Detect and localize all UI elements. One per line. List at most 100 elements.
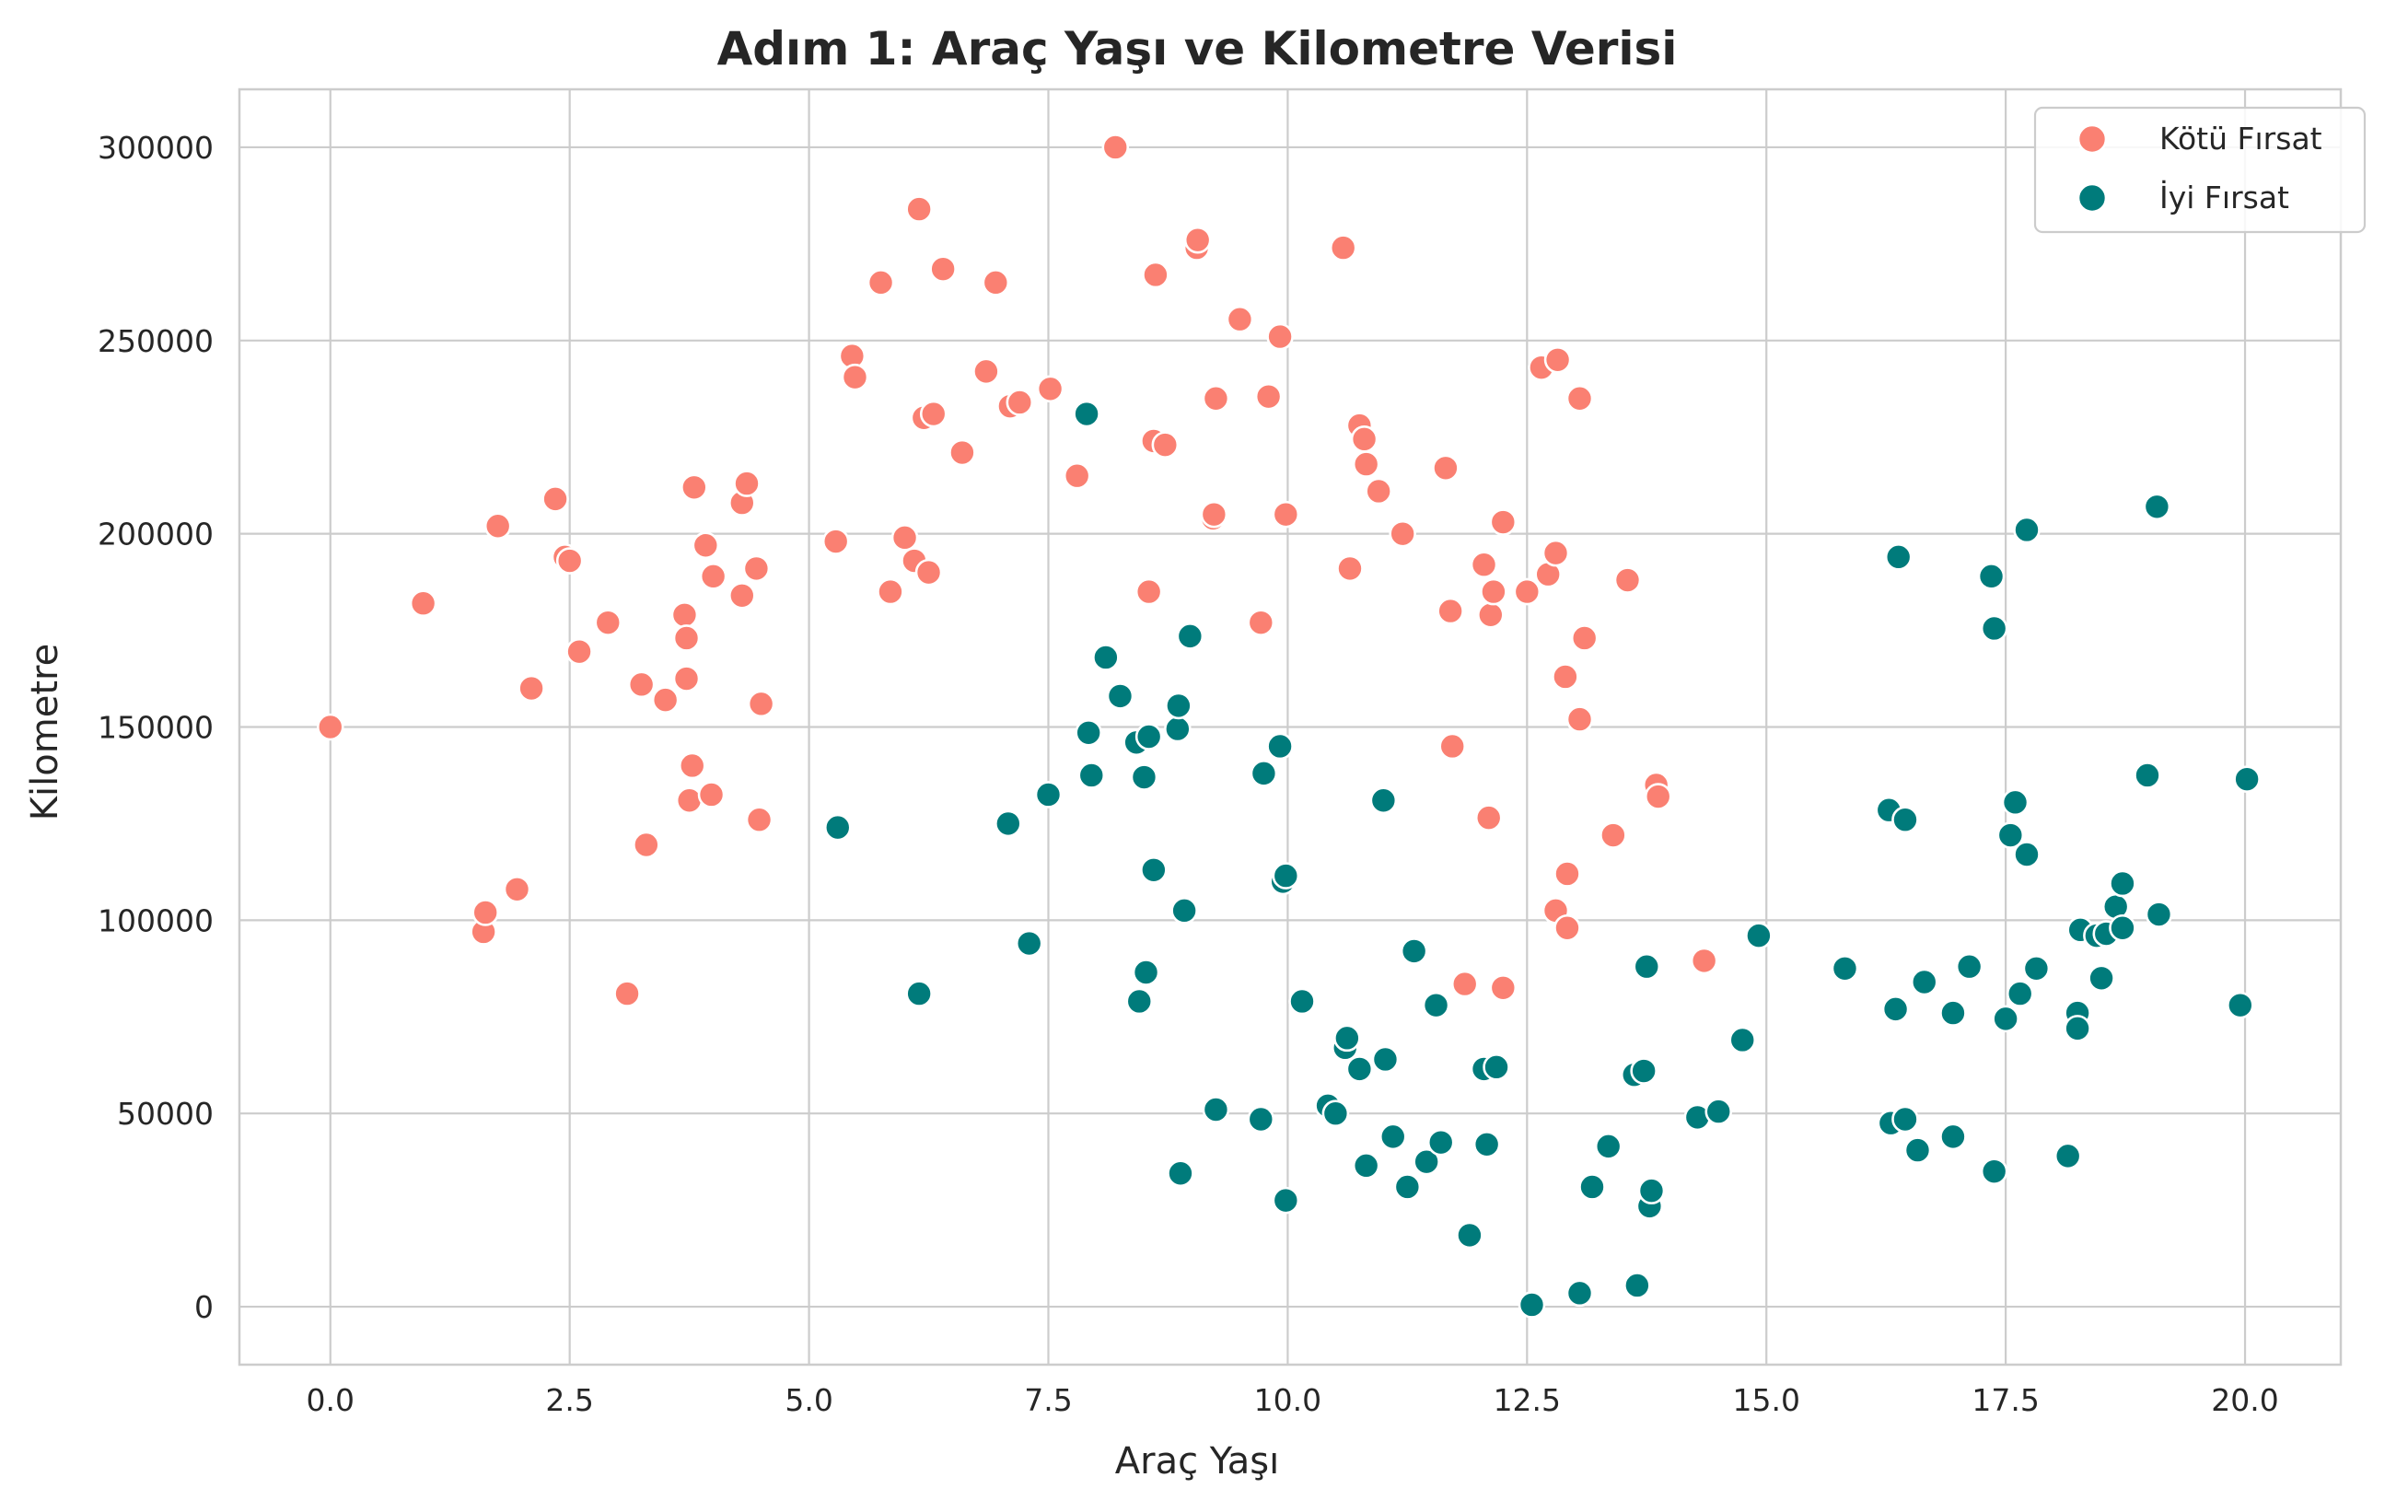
data-point: [1910, 968, 1938, 996]
data-point: [1432, 454, 1460, 483]
data-point: [692, 531, 720, 560]
data-point: [1034, 781, 1063, 808]
data-point: [1541, 539, 1570, 567]
x-tick-label: 17.5: [1972, 1382, 2039, 1418]
data-point: [1456, 1221, 1483, 1250]
data-point: [1474, 804, 1503, 832]
data-point: [867, 269, 895, 297]
data-point: [1594, 1133, 1623, 1160]
x-tick-label: 2.5: [545, 1382, 593, 1418]
data-point: [1891, 1105, 1919, 1134]
legend-marker-kotu-firsat: [2076, 123, 2108, 155]
y-axis-label: Kilometre: [24, 644, 66, 820]
data-point: [1336, 554, 1364, 583]
data-point: [1480, 577, 1507, 606]
data-point: [1266, 322, 1294, 351]
data-point: [1543, 345, 1572, 374]
data-point: [1106, 682, 1134, 710]
data-point: [1939, 999, 1967, 1027]
data-point: [1140, 855, 1168, 884]
data-point: [1200, 500, 1228, 529]
data-point: [1881, 995, 1910, 1023]
legend-label-iyi-firsat: İyi Fırsat: [2159, 180, 2289, 215]
data-point: [1164, 715, 1192, 743]
data-point: [1202, 384, 1230, 413]
legend-label-kotu-firsat: Kötü Fırsat: [2159, 121, 2322, 157]
data-point: [1371, 1045, 1400, 1074]
data-point: [1006, 389, 1034, 416]
data-point: [471, 899, 499, 926]
data-point: [905, 195, 933, 223]
data-point: [1063, 461, 1091, 490]
data-point: [681, 473, 708, 502]
data-point: [1637, 1177, 1666, 1204]
data-point: [1553, 860, 1581, 888]
data-point: [1015, 929, 1043, 958]
data-point: [914, 558, 943, 587]
data-point: [2109, 869, 2136, 898]
data-point: [1288, 987, 1316, 1016]
data-point: [1980, 614, 2008, 643]
data-point: [1142, 261, 1169, 289]
data-point: [503, 875, 531, 903]
data-point: [1483, 1053, 1510, 1081]
legend: Kötü Fırsat İyi Fırsat: [2033, 106, 2367, 234]
data-point: [1477, 600, 1505, 629]
data-point: [742, 554, 771, 583]
data-point: [995, 809, 1022, 838]
x-tick-label: 0.0: [307, 1382, 355, 1418]
data-point: [1745, 922, 1773, 949]
data-point: [1132, 959, 1160, 986]
data-point: [1226, 305, 1254, 333]
data-point: [1345, 1055, 1374, 1083]
y-tick-label: 200000: [98, 517, 214, 552]
data-point: [1400, 937, 1428, 965]
data-point: [1939, 1122, 1967, 1151]
data-point: [1151, 431, 1180, 459]
data-point: [1369, 786, 1398, 815]
data-point: [1426, 1128, 1455, 1157]
data-point: [613, 980, 641, 1007]
data-point: [1036, 375, 1064, 403]
x-tick-label: 15.0: [1732, 1382, 1799, 1418]
data-point: [697, 781, 726, 808]
data-point: [1092, 644, 1120, 671]
data-point: [1101, 134, 1130, 161]
data-point: [905, 980, 933, 1007]
data-point: [594, 609, 622, 636]
x-axis-ticks: 0.0 2.5 5.0 7.5 10.0 12.5 15.0 17.5 20.0: [307, 1382, 2279, 1418]
data-point: [1075, 718, 1102, 747]
data-point: [728, 582, 756, 610]
data-point: [1130, 763, 1158, 791]
data-point: [841, 363, 869, 391]
chart-title: Adım 1: Araç Yaşı ve Kilometre Verisi: [717, 22, 1678, 76]
data-point: [1272, 862, 1300, 890]
data-point: [1565, 384, 1594, 413]
data-point: [982, 269, 1010, 297]
data-point: [2134, 762, 2161, 789]
data-point: [821, 528, 850, 555]
data-points: [316, 134, 2261, 1319]
data-point: [747, 690, 775, 718]
data-point: [745, 806, 774, 834]
x-axis-label: Araç Yaşı: [1115, 1440, 1279, 1483]
x-tick-label: 5.0: [785, 1382, 832, 1418]
data-point: [1570, 624, 1599, 652]
x-tick-label: 7.5: [1024, 1382, 1072, 1418]
data-point: [1613, 566, 1642, 594]
data-point: [1565, 1279, 1594, 1308]
data-point: [2109, 913, 2136, 942]
data-point: [1413, 1147, 1440, 1176]
data-point: [1690, 947, 1718, 975]
data-point: [1996, 821, 2025, 849]
data-point: [1578, 1173, 1606, 1201]
data-point: [2001, 788, 2030, 817]
data-point: [1518, 1291, 1546, 1319]
data-point: [823, 813, 852, 842]
data-point: [678, 751, 706, 780]
data-point: [1633, 952, 1661, 981]
data-point: [1704, 1098, 1733, 1125]
data-point: [1553, 913, 1581, 942]
data-point: [1831, 955, 1859, 983]
